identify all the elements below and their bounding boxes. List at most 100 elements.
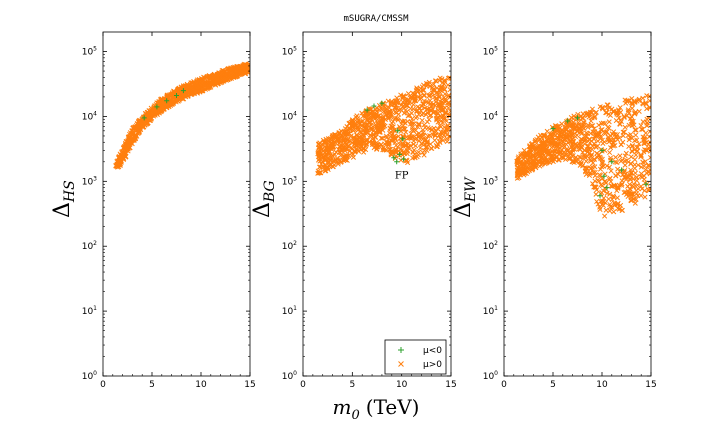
data-point-mu-pos	[375, 144, 381, 150]
data-point-mu-pos	[240, 69, 246, 75]
data-point-mu-pos	[615, 185, 621, 191]
data-point-mu-pos	[214, 77, 220, 83]
data-point-mu-pos	[530, 166, 536, 172]
data-point-mu-pos	[421, 87, 427, 93]
y-axis-label-main: Δ	[451, 202, 476, 218]
data-point-mu-pos	[629, 142, 636, 149]
data-point-mu-pos	[430, 87, 436, 93]
data-point-mu-pos	[375, 121, 381, 127]
data-point-mu-pos	[594, 198, 600, 205]
data-point-mu-pos	[570, 143, 576, 149]
data-point-mu-pos	[246, 64, 250, 70]
data-point-mu-pos	[335, 157, 341, 163]
data-point-mu-pos	[528, 150, 534, 156]
data-point-mu-pos	[629, 105, 635, 111]
data-point-mu-pos	[433, 142, 439, 149]
data-point-mu-pos	[527, 145, 534, 151]
y-tick-base: 10	[483, 48, 495, 58]
data-point-mu-pos	[593, 191, 599, 197]
data-point-mu-pos	[365, 111, 371, 117]
data-point-mu-pos	[613, 154, 619, 160]
data-point-mu-pos	[617, 121, 623, 127]
figure-suptitle: mSUGRA/CMSSM	[343, 14, 409, 24]
data-point-mu-pos	[193, 88, 199, 94]
data-point-mu-pos	[336, 133, 342, 139]
data-point-mu-pos	[602, 147, 608, 153]
data-point-mu-pos	[579, 131, 585, 137]
data-point-mu-pos	[433, 90, 440, 96]
data-point-mu-pos	[627, 181, 633, 187]
data-point-mu-pos	[181, 93, 187, 99]
y-tick-base: 10	[282, 48, 294, 58]
data-point-mu-pos	[326, 144, 332, 150]
y-tick-exp: 3	[93, 175, 97, 182]
data-point-mu-pos	[423, 99, 430, 105]
data-point-mu-pos	[632, 99, 638, 105]
data-point-mu-pos	[361, 149, 367, 155]
data-point-mu-pos	[345, 143, 351, 149]
data-point-mu-pos	[430, 106, 436, 112]
data-point-mu-pos	[409, 116, 415, 122]
data-point-mu-pos	[428, 127, 435, 133]
data-point-mu-pos	[219, 76, 226, 82]
data-point-mu-pos	[238, 69, 244, 75]
y-tick-label: 103	[82, 175, 97, 187]
data-point-mu-neg	[601, 173, 607, 179]
data-point-mu-pos	[350, 128, 356, 134]
data-point-mu-pos	[405, 113, 411, 119]
data-point-mu-pos	[405, 145, 412, 151]
data-point-mu-pos	[578, 160, 585, 166]
data-point-mu-pos	[429, 145, 435, 152]
data-point-mu-pos	[386, 110, 393, 116]
y-tick-label: 101	[483, 305, 498, 317]
data-point-mu-pos	[629, 143, 635, 150]
data-point-mu-pos	[647, 186, 651, 192]
data-point-mu-pos	[424, 83, 430, 89]
data-point-mu-pos	[348, 133, 354, 139]
data-point-mu-pos	[347, 138, 353, 144]
data-point-mu-pos	[413, 115, 419, 121]
data-point-mu-pos	[369, 140, 375, 146]
data-point-mu-neg	[575, 115, 580, 121]
data-point-mu-pos	[317, 151, 323, 157]
data-point-mu-pos	[442, 91, 448, 97]
data-point-mu-pos	[325, 166, 331, 173]
data-point-mu-pos	[643, 167, 649, 173]
data-point-mu-pos	[423, 144, 429, 150]
data-point-mu-pos	[600, 106, 606, 112]
y-axis-label-main: Δ	[50, 202, 75, 218]
data-point-mu-pos	[380, 113, 386, 119]
data-point-mu-pos	[364, 116, 371, 122]
x-tick-label: 15	[645, 380, 656, 390]
data-point-mu-pos	[644, 120, 650, 126]
data-point-mu-pos	[620, 129, 626, 135]
data-point-mu-pos	[567, 151, 573, 157]
y-tick-base: 10	[483, 112, 495, 122]
data-point-mu-pos	[599, 183, 605, 189]
data-point-mu-pos	[191, 81, 197, 87]
data-point-mu-pos	[516, 175, 522, 181]
data-point-mu-pos	[419, 103, 425, 109]
data-point-mu-pos	[633, 196, 639, 202]
data-point-mu-pos	[581, 120, 587, 126]
data-point-mu-pos	[169, 92, 175, 98]
data-point-mu-neg	[550, 126, 556, 132]
data-point-mu-pos	[440, 114, 446, 120]
data-point-mu-pos	[380, 147, 386, 153]
data-point-mu-pos	[136, 118, 142, 124]
data-point-mu-pos	[602, 213, 608, 219]
data-point-mu-pos	[446, 100, 451, 106]
data-point-mu-pos	[401, 110, 407, 116]
y-tick-exp: 1	[93, 305, 97, 312]
data-point-mu-pos	[570, 153, 576, 159]
data-point-mu-pos	[406, 100, 412, 106]
data-point-mu-pos	[561, 129, 567, 135]
data-point-mu-pos	[436, 78, 443, 84]
data-point-mu-pos	[578, 154, 584, 161]
x-tick-label: 10	[596, 380, 608, 390]
data-point-mu-pos	[555, 157, 561, 163]
data-point-mu-pos	[340, 143, 346, 149]
data-point-mu-pos	[602, 120, 608, 126]
data-point-mu-pos	[618, 119, 624, 125]
